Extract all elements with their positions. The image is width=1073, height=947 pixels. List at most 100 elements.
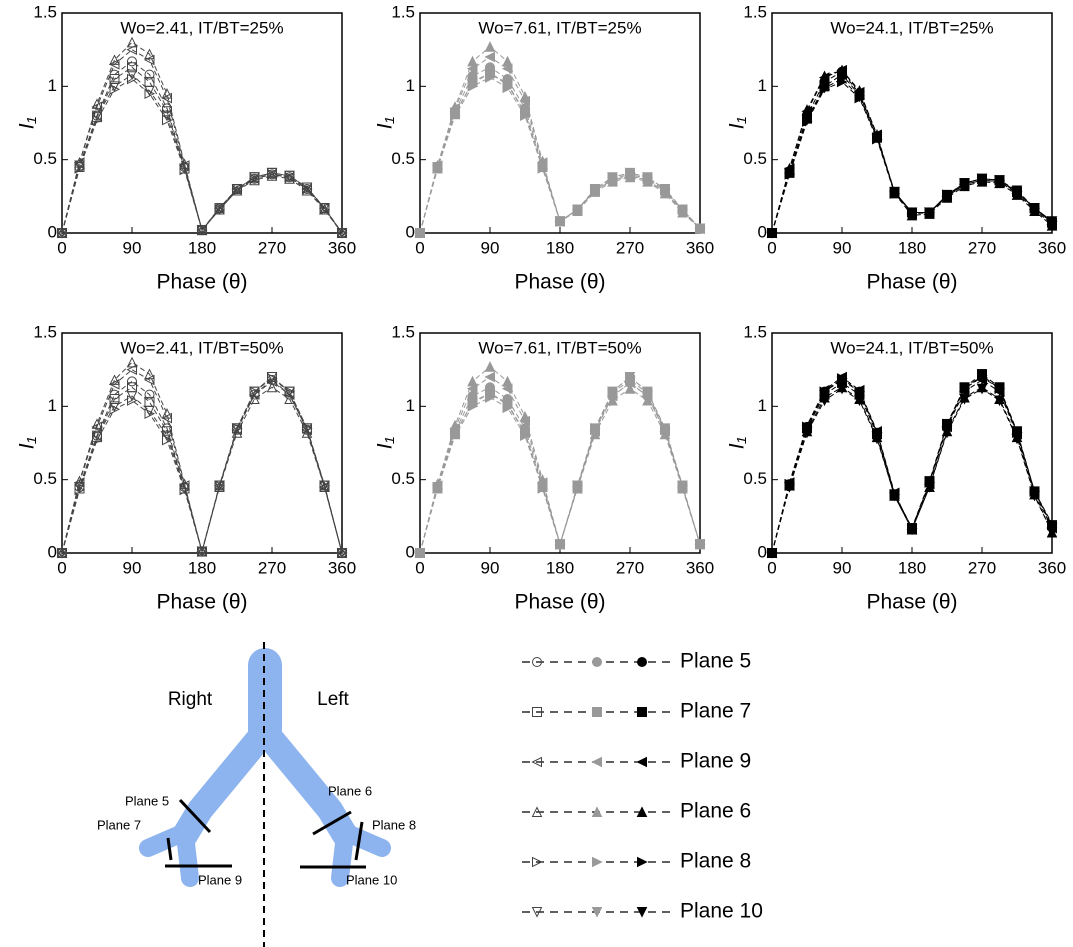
marker <box>607 394 618 406</box>
marker <box>592 657 602 667</box>
x-axis-label: Phase (θ) <box>514 591 605 614</box>
chart-title: Wo=2.41, IT/BT=50% <box>120 338 283 357</box>
x-tick-label: 180 <box>188 238 216 257</box>
marker <box>942 420 953 431</box>
chart-title: Wo=7.61, IT/BT=50% <box>478 338 641 357</box>
marker <box>249 386 261 397</box>
marker <box>249 172 260 183</box>
y-tick-label: 1.5 <box>743 2 767 21</box>
marker <box>959 383 971 395</box>
marker <box>144 368 155 380</box>
marker <box>836 74 848 85</box>
marker <box>607 386 618 398</box>
marker <box>284 386 296 397</box>
chart-title: Wo=24.1, IT/BT=50% <box>830 338 993 357</box>
legend-label: Plane 7 <box>680 700 751 723</box>
x-tick-label: 360 <box>1038 558 1066 577</box>
marker <box>266 381 278 393</box>
marker <box>214 480 225 492</box>
subplot: 0 90 180 270 360 0 0.5 1 1.5 Phase (θ) I₁ Wo=2.41, … <box>16 322 357 613</box>
marker <box>484 371 495 383</box>
marker <box>854 91 865 103</box>
x-tick-label: 360 <box>328 238 356 257</box>
legend-label: Plane 6 <box>680 800 751 823</box>
marker <box>1029 490 1040 502</box>
marker <box>589 184 601 195</box>
marker <box>56 548 68 559</box>
x-tick-label: 270 <box>968 238 996 257</box>
marker <box>467 55 478 67</box>
marker <box>502 399 513 411</box>
marker <box>414 228 426 239</box>
marker <box>819 82 830 94</box>
marker <box>336 228 348 239</box>
y-tick-label: 0.5 <box>33 149 57 168</box>
marker <box>126 69 138 81</box>
marker <box>249 393 260 404</box>
plane-label: Plane 7 <box>97 817 141 832</box>
marker <box>92 434 103 446</box>
marker <box>532 707 542 717</box>
x-tick-label: 270 <box>258 558 286 577</box>
x-tick-label: 0 <box>767 558 776 577</box>
marker <box>144 85 155 97</box>
marker <box>637 657 647 667</box>
x-tick-label: 270 <box>616 558 644 577</box>
marker <box>854 395 865 407</box>
marker <box>336 548 348 559</box>
y-tick-label: 0.5 <box>33 469 57 488</box>
marker <box>91 418 103 429</box>
marker <box>694 539 706 550</box>
marker <box>941 189 953 201</box>
x-tick-label: 180 <box>546 238 574 257</box>
marker <box>161 110 173 122</box>
marker <box>572 480 583 492</box>
plot-frame <box>419 12 701 234</box>
marker <box>659 184 671 195</box>
subplot: 0 90 180 270 360 0 0.5 1 1.5 Phase (θ) I₁ Wo=7.61, … <box>374 2 715 293</box>
marker <box>801 427 813 439</box>
plane-label: Plane 5 <box>125 793 169 808</box>
marker <box>57 547 68 559</box>
left-lower-lobe <box>331 826 354 887</box>
marker <box>502 375 513 387</box>
chart-title: Wo=2.41, IT/BT=25% <box>120 18 283 37</box>
marker <box>197 224 208 236</box>
marker <box>1029 203 1040 214</box>
marker <box>143 374 155 386</box>
airway-diagram: Right Left Plane 5 Plane 7 Plane 9 Plane… <box>97 642 416 947</box>
marker <box>1046 216 1058 227</box>
marker <box>231 184 243 196</box>
marker <box>127 395 138 406</box>
y-tick-label: 1.5 <box>391 322 415 341</box>
plane-label: Plane 8 <box>372 817 416 832</box>
marker <box>319 480 331 491</box>
legend-label: Plane 10 <box>680 900 763 923</box>
marker <box>819 386 831 397</box>
y-tick-label: 1.5 <box>743 322 767 341</box>
x-tick-label: 90 <box>123 558 142 577</box>
marker <box>319 203 330 214</box>
series-line <box>61 73 343 234</box>
marker <box>126 356 138 368</box>
marker <box>871 433 883 445</box>
marker <box>249 386 260 398</box>
marker <box>502 79 513 91</box>
marker <box>91 98 103 109</box>
y-tick-label: 0.5 <box>743 149 767 168</box>
marker <box>501 383 513 395</box>
marker <box>144 69 155 80</box>
x-tick-label: 360 <box>686 558 714 577</box>
marker <box>994 383 1006 395</box>
plot-frame <box>419 332 701 554</box>
marker <box>161 88 173 99</box>
legend: Plane 5 Plane 7 Plane 9 Plane 6 Plane 8 Plane… <box>522 650 763 923</box>
marker <box>231 427 243 438</box>
marker <box>197 546 208 557</box>
plane-label: Plane 6 <box>328 783 372 798</box>
marker <box>591 907 603 918</box>
y-tick-label: 1 <box>406 76 415 95</box>
marker <box>519 427 531 439</box>
marker <box>519 107 531 119</box>
plot-frame <box>61 332 343 554</box>
